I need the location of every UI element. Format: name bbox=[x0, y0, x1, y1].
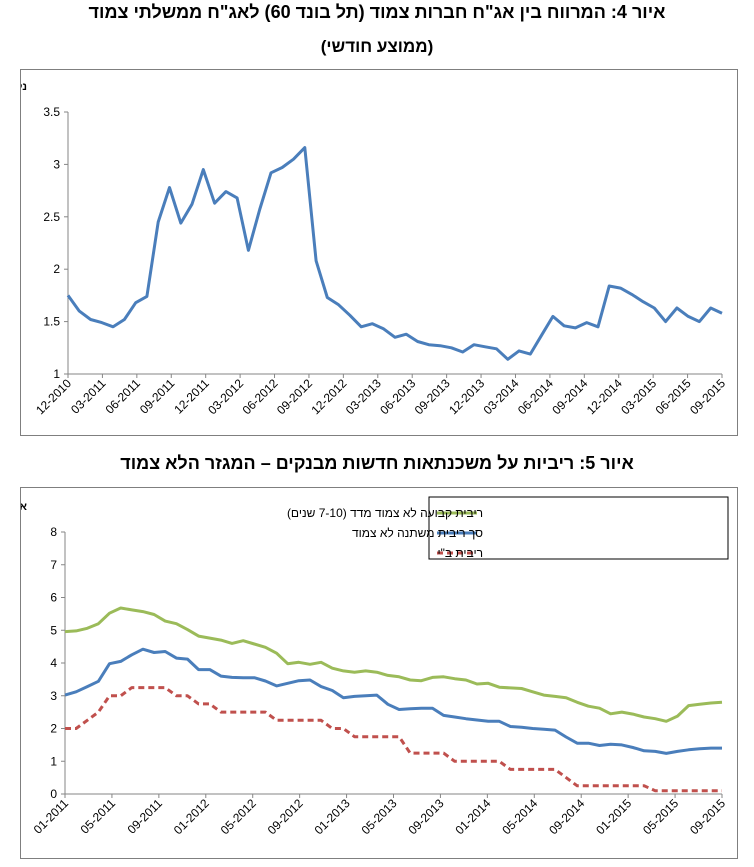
series-line-1 bbox=[64, 647, 722, 755]
y-tick-label: 3 bbox=[53, 157, 60, 171]
x-tick-label: 01-2011 bbox=[31, 796, 72, 837]
y-tick-label: 7 bbox=[50, 558, 57, 572]
x-tick-label: 06-2013 bbox=[377, 376, 418, 417]
x-tick-label: 03-2015 bbox=[618, 376, 659, 417]
chart-4-panel: 11.522.533.5נק' אחוז12-201003-201106-201… bbox=[20, 69, 738, 436]
x-tick-label: 09-2012 bbox=[265, 796, 306, 837]
x-tick-label: 09-2011 bbox=[125, 796, 166, 837]
x-tick-label: 09-2013 bbox=[406, 796, 447, 837]
series-line-0 bbox=[64, 606, 723, 723]
y-tick-label: 2 bbox=[53, 262, 60, 276]
x-tick-label: 05-2011 bbox=[78, 796, 119, 837]
x-tick-label: 05-2013 bbox=[359, 796, 400, 837]
y-tick-label: 8 bbox=[50, 525, 57, 539]
x-tick-label: 06-2014 bbox=[515, 376, 556, 417]
y-axis-unit-label: אחוזים bbox=[21, 501, 27, 513]
x-tick-label: 12-2012 bbox=[308, 376, 349, 417]
y-tick-label: 1.5 bbox=[43, 315, 60, 329]
x-tick-label: 01-2014 bbox=[452, 796, 493, 837]
x-tick-label: 01-2015 bbox=[593, 796, 634, 837]
chart-4-svg: 11.522.533.5נק' אחוז12-201003-201106-201… bbox=[21, 81, 728, 417]
x-tick-label: 06-2012 bbox=[240, 376, 281, 417]
x-tick-label: 03-2014 bbox=[481, 376, 522, 417]
series-line-0 bbox=[66, 146, 723, 361]
figure-4-subtitle: (ממוצע חודשי) bbox=[320, 37, 434, 56]
x-tick-label: 06-2011 bbox=[103, 376, 144, 417]
y-tick-label: 4 bbox=[50, 656, 57, 670]
y-axis-unit-label: נק' אחוז bbox=[21, 81, 27, 93]
y-tick-label: 6 bbox=[50, 591, 57, 605]
x-tick-label: 09-2011 bbox=[137, 376, 178, 417]
x-tick-label: 12-2010 bbox=[33, 376, 74, 417]
x-tick-label: 09-2014 bbox=[546, 796, 587, 837]
y-tick-label: 2.5 bbox=[43, 210, 60, 224]
x-tick-label: 05-2014 bbox=[499, 796, 540, 837]
x-tick-label: 01-2012 bbox=[171, 796, 212, 837]
y-tick-label: 5 bbox=[50, 623, 57, 637]
legend-label-1: סך ריבית משתנה לא צמוד bbox=[352, 526, 483, 540]
y-tick-label: 1 bbox=[50, 754, 57, 768]
legend-label-2: ריבית ב"י bbox=[437, 546, 483, 560]
x-tick-label: 01-2013 bbox=[312, 796, 353, 837]
y-tick-label: 2 bbox=[50, 722, 57, 736]
x-tick-label: 03-2013 bbox=[343, 376, 384, 417]
y-tick-label: 0 bbox=[50, 787, 57, 801]
chart-5-svg: 012345678אחוזים01-201105-201109-201101-2… bbox=[21, 496, 729, 837]
x-tick-label: 03-2011 bbox=[68, 376, 109, 417]
x-tick-label: 06-2015 bbox=[653, 376, 694, 417]
x-tick-label: 09-2015 bbox=[687, 796, 728, 837]
figure-4-title: איור 4: המרווח בין אג"ח חברות צמוד (תל ב… bbox=[88, 2, 666, 22]
x-tick-label: 09-2013 bbox=[412, 376, 453, 417]
x-tick-label: 09-2015 bbox=[687, 376, 728, 417]
legend-label-0: ריבית קבועה לא צמוד מדד (7-10 שנים) bbox=[287, 506, 483, 520]
x-tick-label: 05-2012 bbox=[218, 796, 259, 837]
x-tick-label: 09-2012 bbox=[274, 376, 315, 417]
chart-5-panel: 012345678אחוזים01-201105-201109-201101-2… bbox=[20, 487, 738, 859]
figure-5-title: איור 5: ריביות על משכנתאות חדשות מבנקים … bbox=[120, 453, 634, 473]
y-tick-label: 3 bbox=[50, 689, 57, 703]
y-tick-label: 3.5 bbox=[43, 105, 60, 119]
legend-box bbox=[428, 496, 729, 560]
x-tick-label: 12-2011 bbox=[171, 376, 212, 417]
x-tick-label: 03-2012 bbox=[205, 376, 246, 417]
series-line-2 bbox=[65, 686, 722, 793]
x-tick-label: 12-2013 bbox=[446, 376, 487, 417]
y-tick-label: 1 bbox=[53, 367, 60, 381]
x-tick-label: 09-2014 bbox=[549, 376, 590, 417]
x-tick-label: 05-2015 bbox=[640, 796, 681, 837]
x-tick-label: 12-2014 bbox=[584, 376, 625, 417]
